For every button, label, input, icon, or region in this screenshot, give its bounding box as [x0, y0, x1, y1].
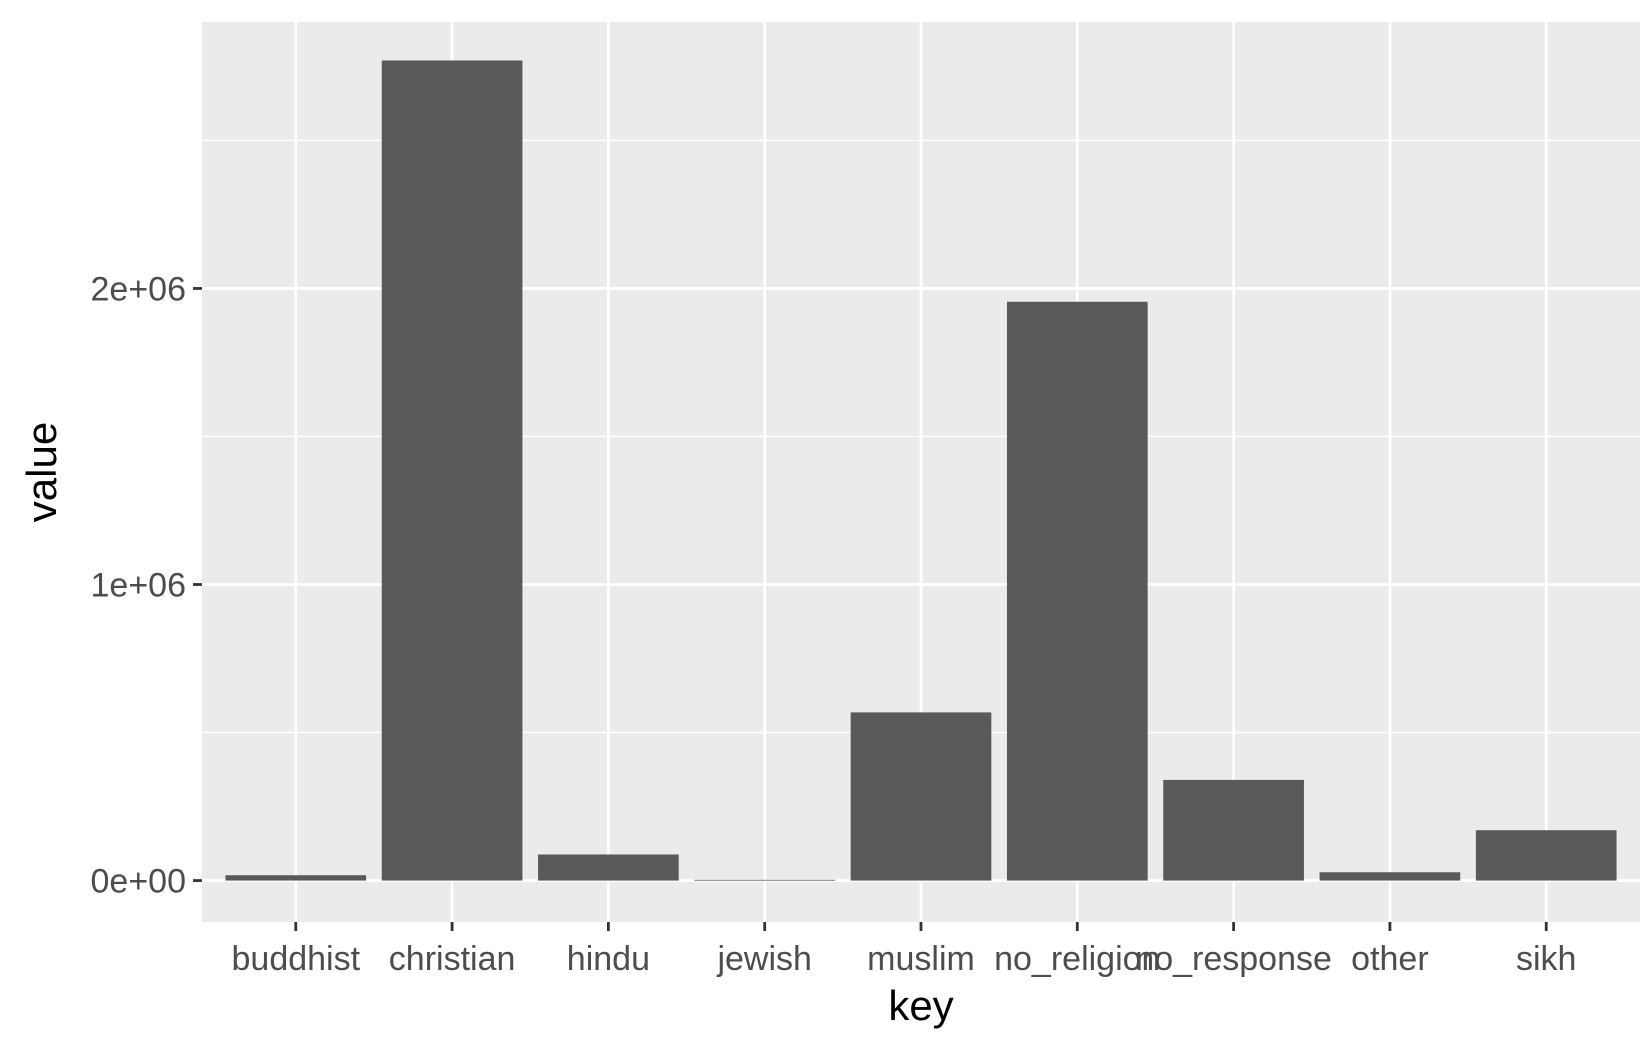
bar-jewish	[694, 879, 836, 881]
x-tick-label-muslim: muslim	[867, 940, 975, 978]
y-axis-title: value	[18, 422, 65, 522]
bar-buddhist	[225, 875, 367, 881]
bars	[225, 60, 1617, 881]
x-tick-label-other: other	[1351, 940, 1429, 978]
x-tick-label-christian: christian	[389, 940, 516, 978]
x-axis-title: key	[888, 982, 953, 1029]
bar-no_response	[1163, 779, 1304, 881]
bar-no_religion	[1006, 301, 1148, 881]
x-tick-label-jewish: jewish	[716, 940, 811, 978]
y-tick-label: 0e+00	[91, 863, 187, 901]
bar-christian	[381, 60, 523, 881]
x-tick-label-sikh: sikh	[1516, 940, 1576, 978]
y-axis: 0e+00 1e+06 2e+06	[91, 270, 202, 901]
x-axis: buddhist christian hindu jewish muslim no_rel…	[232, 922, 1576, 978]
y-tick-label: 1e+06	[91, 567, 187, 605]
bar-hindu	[538, 854, 679, 881]
x-tick-label-no_religion: no_religion	[994, 940, 1160, 978]
bar-sikh	[1475, 830, 1617, 881]
x-tick-label-hindu: hindu	[567, 940, 650, 978]
x-tick-label-no_response: no_response	[1135, 940, 1332, 978]
bar-other	[1319, 872, 1461, 881]
bar-muslim	[850, 712, 992, 881]
x-tick-label-buddhist: buddhist	[232, 940, 361, 978]
y-tick-label: 2e+06	[91, 270, 187, 308]
